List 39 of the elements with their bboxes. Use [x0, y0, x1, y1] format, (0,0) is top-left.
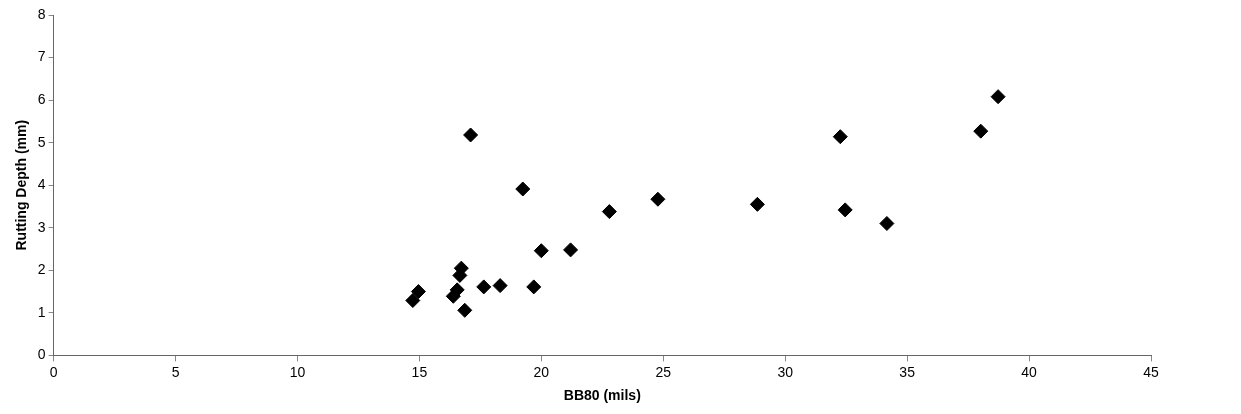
x-tick-label: 0	[49, 363, 58, 380]
point	[476, 279, 492, 295]
x-axis-title: BB80 (mils)	[563, 387, 641, 404]
point	[650, 191, 666, 207]
x-tick-label: 35	[899, 363, 916, 380]
point	[563, 242, 579, 258]
x-tick-label: 5	[171, 363, 180, 380]
point	[445, 288, 461, 304]
point	[601, 204, 617, 220]
y-tick-label: 5	[37, 133, 46, 150]
x-tick-label: 30	[777, 363, 794, 380]
y-tick-label: 0	[37, 346, 46, 363]
x-tick-label: 45	[1143, 363, 1159, 380]
x-tick-label: 25	[655, 363, 672, 380]
point	[533, 243, 549, 259]
x-tick-label: 10	[289, 363, 306, 380]
point	[526, 279, 542, 295]
y-tick-label: 1	[37, 303, 46, 320]
y-tick-label: 4	[37, 176, 46, 193]
point	[990, 89, 1006, 105]
point	[405, 293, 421, 309]
point	[973, 123, 989, 139]
y-tick-label: 2	[37, 261, 46, 278]
point	[749, 196, 765, 212]
point	[457, 302, 473, 318]
point	[832, 129, 848, 145]
y-tick-label: 8	[37, 5, 46, 22]
point	[463, 127, 479, 143]
y-tick-label: 6	[37, 90, 46, 107]
point	[515, 181, 531, 197]
point	[492, 278, 508, 294]
x-tick-label: 15	[411, 363, 428, 380]
y-axis-title: Rutting Depth (mm)	[13, 119, 30, 251]
point	[837, 202, 853, 218]
x-tick-label: 20	[533, 363, 550, 380]
y-tick-label: 3	[37, 218, 46, 235]
x-tick-label: 40	[1021, 363, 1038, 380]
point	[879, 216, 895, 231]
y-tick-label: 7	[37, 48, 46, 65]
